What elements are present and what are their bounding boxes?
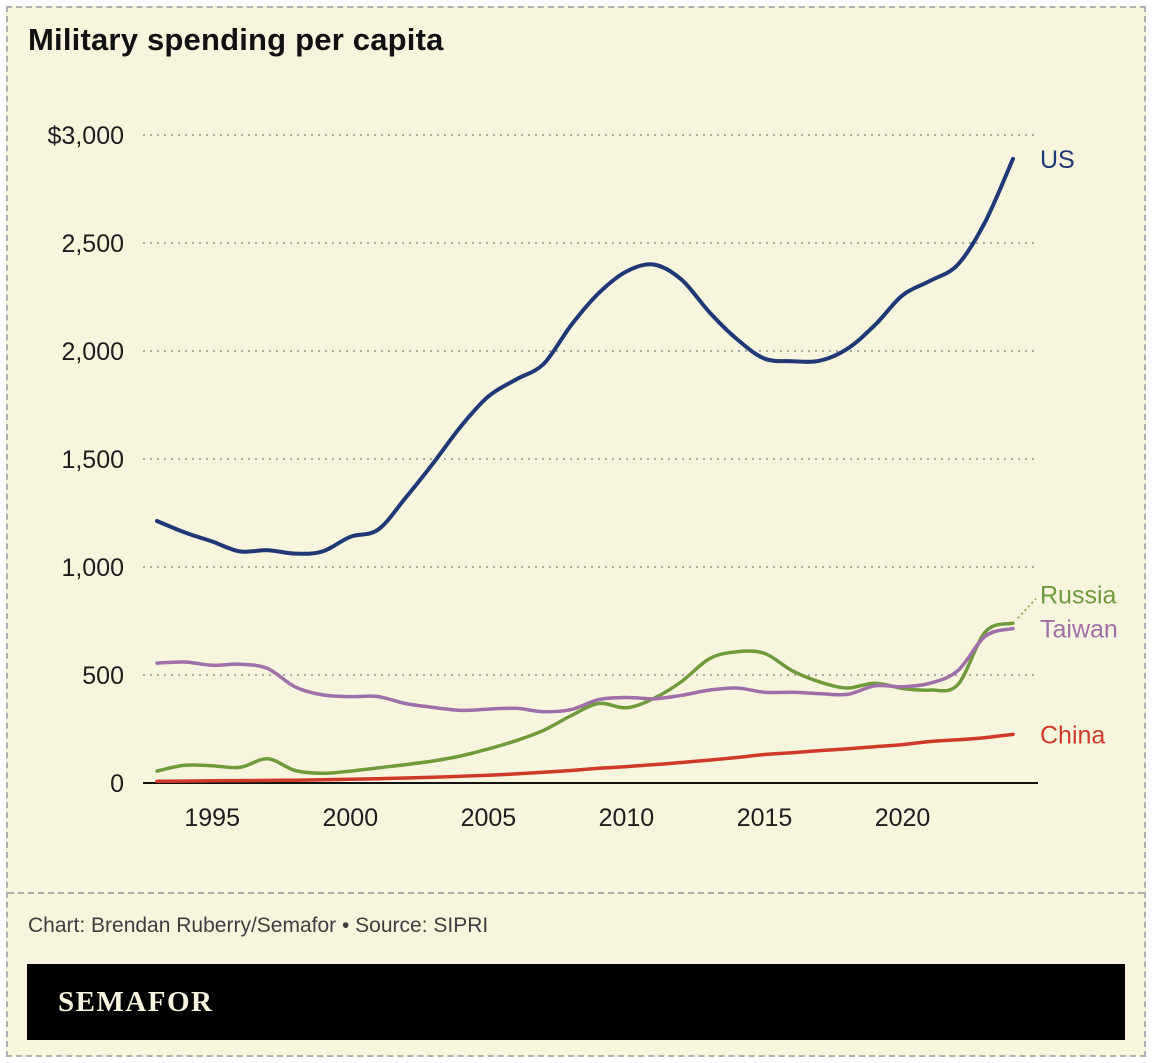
svg-text:0: 0 (110, 770, 124, 798)
chart-card: Military spending per capita 0 500 1,000 1,… (6, 6, 1146, 1057)
svg-text:$3,000: $3,000 (48, 122, 124, 150)
svg-text:500: 500 (82, 662, 124, 690)
chart-credit: Chart: Brendan Ruberry/Semafor • Source:… (28, 914, 489, 937)
semafor-logo-bar: SEMAFOR (27, 964, 1125, 1040)
chart-canvas: 0 500 1,000 1,500 2,000 2,500 $3,000 1995 2000 20… (48, 122, 1118, 832)
svg-text:2005: 2005 (461, 804, 517, 832)
svg-text:2020: 2020 (875, 804, 931, 832)
svg-text:Russia: Russia (1040, 582, 1117, 610)
svg-text:China: China (1040, 721, 1105, 749)
svg-text:2010: 2010 (599, 804, 655, 832)
svg-text:1,500: 1,500 (61, 446, 124, 474)
chart-title: Military spending per capita (28, 22, 444, 57)
svg-text:1,000: 1,000 (61, 554, 124, 582)
line-chart: 0 500 1,000 1,500 2,000 2,500 $3,000 1995 2000 20… (8, 88, 1140, 888)
semafor-logo: SEMAFOR (58, 985, 214, 1018)
divider-line (8, 892, 1144, 894)
svg-text:2015: 2015 (737, 804, 793, 832)
svg-text:Taiwan: Taiwan (1040, 616, 1118, 644)
svg-text:2,000: 2,000 (61, 338, 124, 366)
svg-text:1995: 1995 (184, 804, 240, 832)
svg-text:2,500: 2,500 (61, 230, 124, 258)
svg-text:2000: 2000 (322, 804, 378, 832)
svg-text:US: US (1040, 146, 1075, 174)
